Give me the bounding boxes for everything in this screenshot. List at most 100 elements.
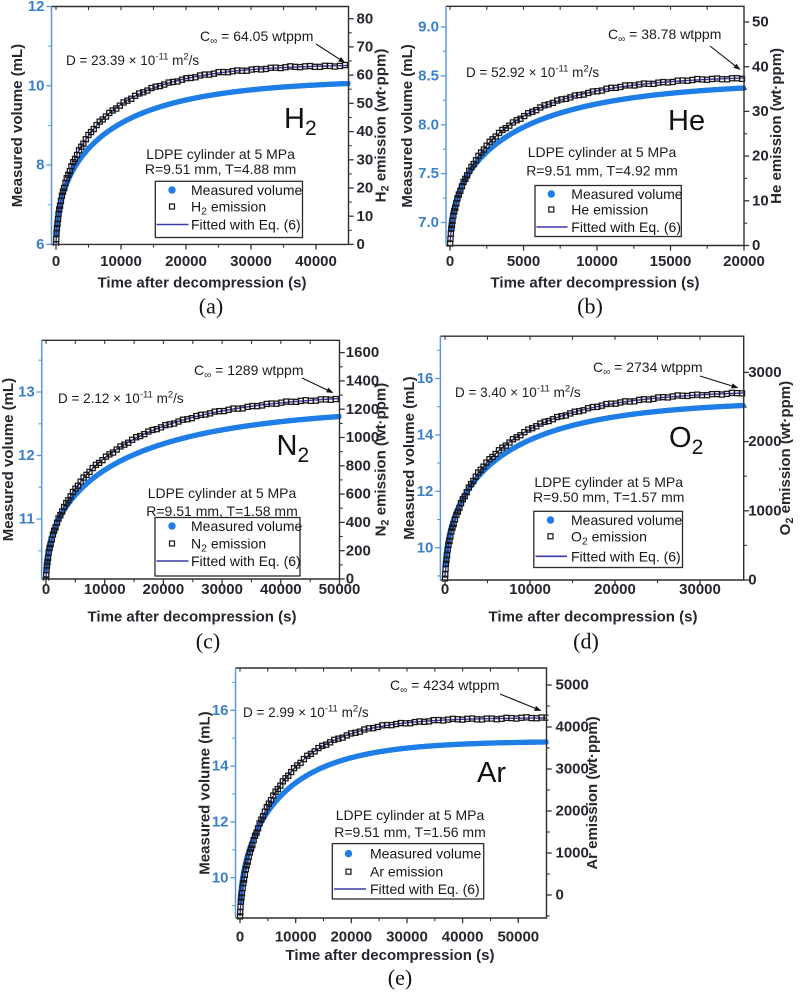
svg-text:1000: 1000	[556, 845, 589, 862]
svg-text:LDPE cylinder at 5 MPa: LDPE cylinder at 5 MPa	[146, 146, 295, 162]
svg-text:Measured volume: Measured volume	[191, 518, 302, 534]
svg-text:C∞ = 64.05 wtppm: C∞ = 64.05 wtppm	[200, 28, 313, 47]
svg-text:20000: 20000	[594, 581, 636, 598]
svg-text:600: 600	[346, 486, 371, 503]
svg-text:C∞ = 1289 wtppm: C∞ = 1289 wtppm	[194, 362, 304, 381]
svg-text:Measured volume (mL): Measured volume (mL)	[0, 378, 17, 541]
svg-text:20: 20	[752, 148, 769, 165]
svg-text:R=9.51 mm, T=4.88 mm: R=9.51 mm, T=4.88 mm	[145, 161, 296, 177]
svg-text:14: 14	[212, 758, 229, 775]
svg-text:(d): (d)	[573, 629, 599, 654]
svg-text:Measured volume (mL): Measured volume (mL)	[9, 44, 26, 207]
svg-text:12: 12	[28, 0, 45, 15]
svg-text:10000: 10000	[84, 581, 126, 598]
svg-text:0: 0	[346, 571, 354, 588]
svg-text:3000: 3000	[556, 761, 589, 778]
svg-text:30: 30	[752, 103, 769, 120]
svg-text:40000: 40000	[260, 581, 302, 598]
svg-text:Time after decompression (s): Time after decompression (s)	[286, 947, 495, 964]
svg-text:800: 800	[346, 457, 371, 474]
svg-text:Fitted with Eq. (6): Fitted with Eq. (6)	[191, 553, 301, 569]
svg-text:Measured volume (mL): Measured volume (mL)	[401, 376, 418, 539]
svg-text:16: 16	[417, 370, 434, 387]
svg-text:400: 400	[346, 514, 371, 531]
svg-text:He: He	[668, 105, 705, 137]
svg-text:30: 30	[357, 151, 374, 168]
svg-text:12: 12	[212, 814, 229, 831]
svg-text:Ar: Ar	[477, 757, 506, 789]
svg-text:4000: 4000	[556, 719, 589, 736]
svg-text:6: 6	[36, 236, 44, 253]
svg-text:Fitted with Eq. (6): Fitted with Eq. (6)	[571, 219, 681, 235]
svg-text:10000: 10000	[509, 581, 551, 598]
svg-text:12: 12	[417, 483, 434, 500]
svg-text:0: 0	[752, 237, 760, 254]
svg-text:Time after decompression (s): Time after decompression (s)	[98, 275, 307, 292]
svg-text:1000: 1000	[346, 429, 379, 446]
svg-text:10: 10	[417, 539, 434, 556]
svg-text:Fitted with Eq. (6): Fitted with Eq. (6)	[370, 881, 480, 897]
svg-text:(e): (e)	[388, 965, 412, 990]
svg-text:30000: 30000	[201, 581, 243, 598]
svg-text:30000: 30000	[386, 929, 428, 946]
svg-text:N2 emission (wt·ppm): N2 emission (wt·ppm)	[373, 383, 392, 537]
svg-text:20000: 20000	[330, 929, 372, 946]
svg-text:20000: 20000	[143, 581, 185, 598]
svg-text:16: 16	[212, 702, 229, 719]
svg-text:D = 2.12 × 10-11 m2/s: D = 2.12 × 10-11 m2/s	[58, 390, 184, 407]
svg-text:30000: 30000	[679, 581, 721, 598]
svg-text:40000: 40000	[295, 253, 337, 270]
svg-text:D = 52.92 × 10-11 m2/s: D = 52.92 × 10-11 m2/s	[466, 64, 599, 81]
svg-text:13: 13	[18, 384, 35, 401]
svg-text:3000: 3000	[748, 364, 781, 381]
svg-text:10: 10	[28, 77, 45, 94]
svg-text:60: 60	[357, 67, 374, 84]
svg-text:8.5: 8.5	[418, 68, 439, 85]
svg-text:8.0: 8.0	[418, 116, 439, 133]
svg-text:40000: 40000	[442, 929, 484, 946]
svg-text:9.0: 9.0	[418, 19, 439, 36]
svg-text:Time after decompression (s): Time after decompression (s)	[88, 609, 297, 626]
svg-text:Measured volume (mL): Measured volume (mL)	[399, 44, 416, 207]
svg-text:R=9.51 mm, T=4.92 mm: R=9.51 mm, T=4.92 mm	[526, 163, 677, 179]
svg-text:14: 14	[417, 427, 434, 444]
svg-text:5000: 5000	[556, 677, 589, 694]
svg-text:15000: 15000	[650, 253, 692, 270]
svg-text:O2 emission (wt·ppm): O2 emission (wt·ppm)	[777, 381, 796, 535]
svg-text:Fitted with Eq. (6): Fitted with Eq. (6)	[571, 548, 681, 564]
svg-text:11: 11	[19, 511, 35, 528]
svg-text:C∞ = 4234 wtppm: C∞ = 4234 wtppm	[390, 677, 500, 696]
svg-text:40: 40	[357, 123, 374, 140]
svg-text:Time after decompression (s): Time after decompression (s)	[489, 609, 698, 626]
svg-text:D = 23.39 × 10-11 m2/s: D = 23.39 × 10-11 m2/s	[66, 52, 199, 69]
svg-text:0: 0	[446, 253, 454, 270]
svg-text:R=9.51 mm, T=1.58 mm: R=9.51 mm, T=1.58 mm	[146, 503, 297, 519]
svg-text:Fitted with Eq. (6): Fitted with Eq. (6)	[191, 217, 301, 233]
svg-text:R=9.51 mm, T=1.56 mm: R=9.51 mm, T=1.56 mm	[334, 824, 485, 840]
svg-text:2000: 2000	[556, 803, 589, 820]
svg-text:N2 emission: N2 emission	[191, 536, 266, 555]
svg-text:7.0: 7.0	[418, 214, 439, 231]
svg-text:(b): (b)	[577, 294, 603, 319]
svg-text:Time after decompression (s): Time after decompression (s)	[491, 275, 700, 292]
svg-text:12: 12	[18, 447, 35, 464]
svg-text:He emission: He emission	[571, 202, 648, 218]
svg-text:0: 0	[42, 581, 50, 598]
svg-text:LDPE cylinder at 5 MPa: LDPE cylinder at 5 MPa	[534, 474, 683, 490]
svg-text:1400: 1400	[346, 373, 379, 390]
svg-text:20: 20	[357, 180, 374, 197]
svg-text:H2 emission: H2 emission	[191, 199, 266, 218]
svg-text:He emission (wt·ppm): He emission (wt·ppm)	[768, 48, 785, 204]
svg-text:H2 emission (wt·ppm): H2 emission (wt·ppm)	[373, 49, 392, 203]
svg-text:50000: 50000	[497, 929, 539, 946]
svg-text:0: 0	[236, 929, 244, 946]
svg-text:200: 200	[346, 542, 371, 559]
svg-text:10000: 10000	[576, 253, 618, 270]
svg-text:Measured volume (mL): Measured volume (mL)	[197, 711, 214, 874]
svg-text:0: 0	[441, 581, 449, 598]
svg-text:R=9.50 mm, T=1.57 mm: R=9.50 mm, T=1.57 mm	[533, 489, 684, 505]
svg-text:Measured volume: Measured volume	[571, 186, 682, 202]
svg-text:0: 0	[357, 236, 365, 253]
svg-text:10: 10	[357, 208, 374, 225]
svg-text:10: 10	[752, 192, 769, 209]
